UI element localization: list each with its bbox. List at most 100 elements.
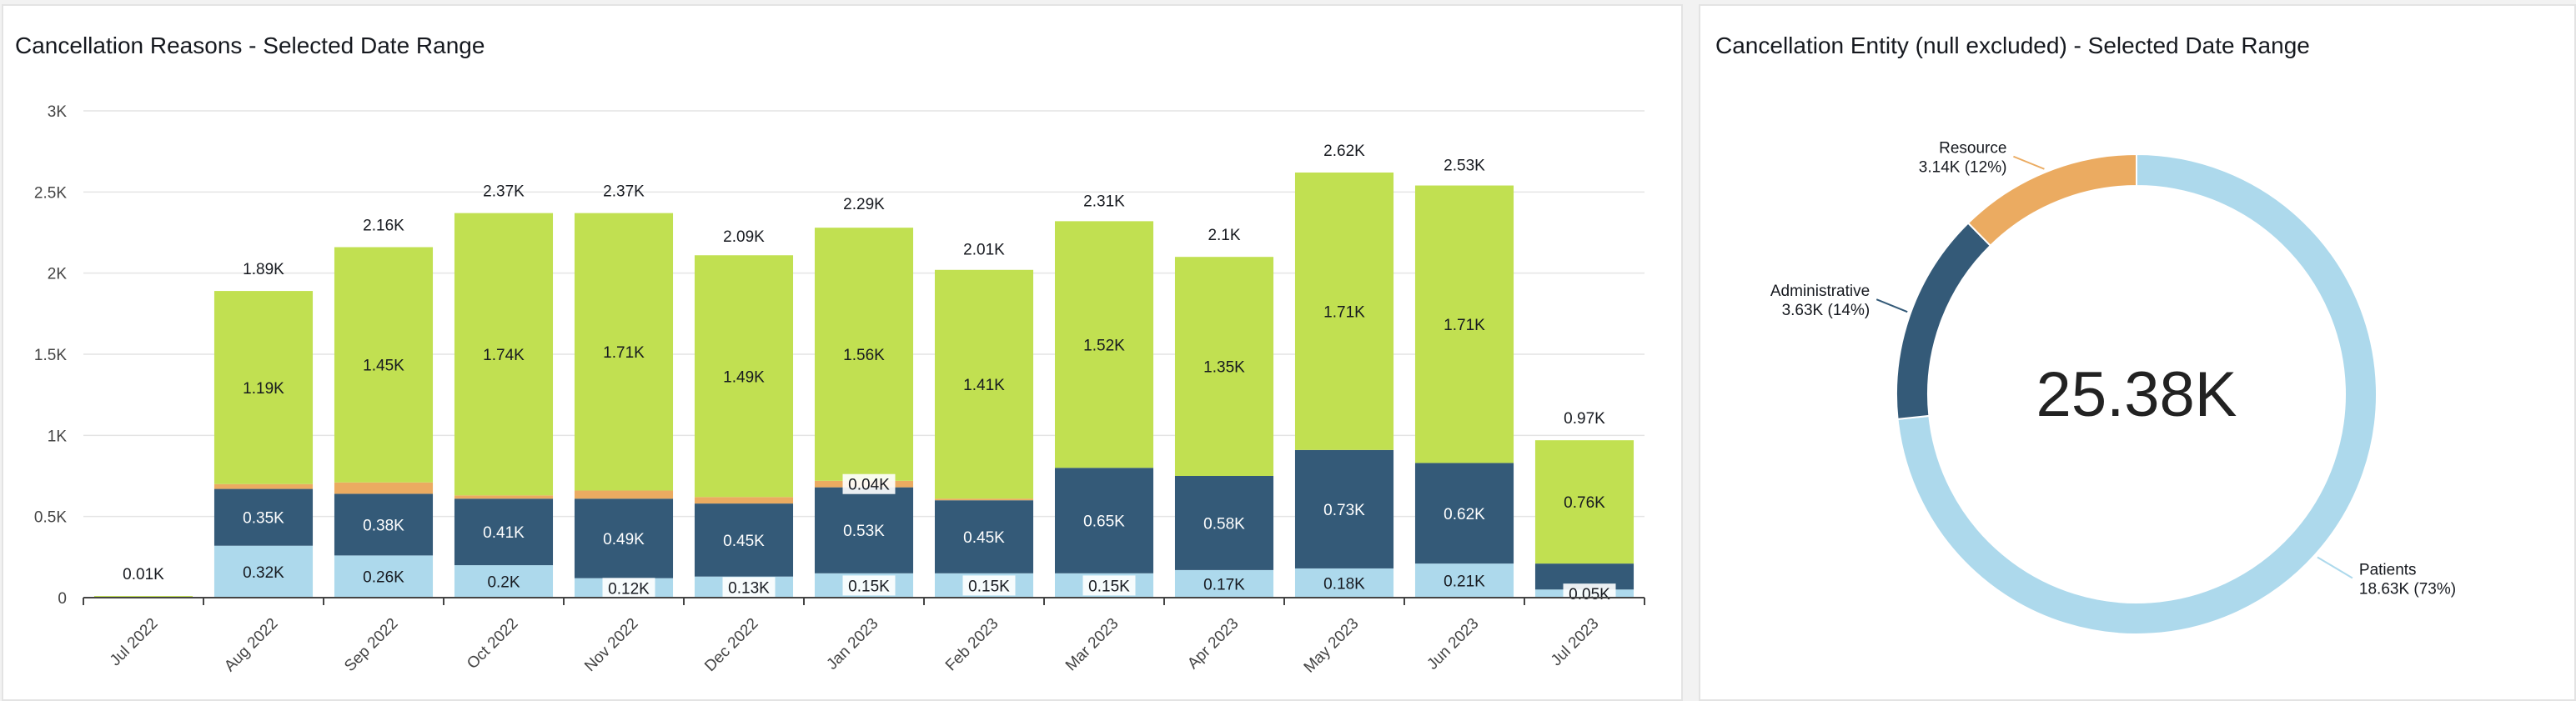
bar-total-label: 2.1K [1208, 227, 1240, 244]
y-tick-label: 3K [48, 103, 68, 121]
slice-label-name: Patients [2359, 561, 2417, 578]
leader-line [2013, 155, 2045, 170]
bar-total-label: 2.37K [603, 183, 645, 201]
bar-segment [1294, 449, 1394, 568]
bar-segment [694, 255, 794, 498]
bar-total-label: 2.37K [483, 183, 525, 201]
bar-chart-title: Cancellation Reasons - Selected Date Ran… [15, 33, 485, 58]
data-label: 0.41K [483, 524, 525, 542]
bar-segment [454, 565, 554, 598]
bar-segment [694, 503, 794, 577]
bar-segment [1294, 568, 1394, 598]
x-tick-label: Aug 2022 [221, 615, 281, 675]
bar-segment [1414, 463, 1514, 564]
bar-segment [454, 498, 554, 566]
bar-total-label: 0.97K [1564, 410, 1605, 428]
bar-segment [334, 247, 434, 483]
bar-segment [1054, 468, 1154, 573]
data-label: 1.56K [843, 347, 885, 364]
donut-center-total: 25.38K [2036, 359, 2237, 430]
bar-total-label: 2.09K [723, 228, 765, 246]
data-label: 0.35K [243, 510, 284, 528]
bar-segment [1414, 185, 1514, 463]
x-tick-label: Dec 2022 [701, 615, 761, 675]
bar-segment [334, 493, 434, 556]
bar-segment [934, 500, 1034, 573]
bar-total-label: 2.16K [363, 218, 404, 235]
x-tick-label: Jul 2022 [107, 615, 162, 670]
data-label-bg [722, 577, 776, 598]
data-label: 0.17K [1203, 576, 1245, 593]
bar-total-label: 2.01K [963, 242, 1005, 259]
leader-line [2317, 556, 2353, 579]
data-label: 0.58K [1203, 515, 1245, 533]
bar-segment [1534, 440, 1634, 564]
bar-segment [574, 490, 674, 499]
x-tick-label: Jul 2023 [1548, 615, 1603, 670]
bar-total-label: 2.62K [1323, 143, 1365, 160]
bar-segment [1294, 172, 1394, 450]
slice-label-value: 18.63K (73%) [2359, 580, 2456, 598]
data-label: 1.74K [483, 347, 525, 364]
data-label-bg [962, 575, 1016, 596]
bar-segment [1054, 221, 1154, 468]
x-tick-label: Oct 2022 [464, 615, 521, 673]
bar-segment [574, 213, 674, 491]
data-label-bg [842, 575, 896, 596]
bar-total-label: 2.53K [1444, 157, 1485, 174]
data-label: 0.45K [723, 533, 765, 550]
data-label-bg [842, 473, 896, 494]
bar-segment [454, 495, 554, 499]
bar-segment [694, 497, 794, 504]
bar-segment [334, 482, 434, 494]
data-label: 0.73K [1323, 502, 1365, 519]
bar-segment [814, 228, 914, 481]
data-label: 1.71K [1444, 317, 1485, 334]
data-label: 0.13K [728, 579, 770, 597]
data-label: 0.2K [487, 574, 520, 592]
bar-chart: 0 0.5K 1K 1.5K 2K 2.5K 3K 0.01K Jul 2022 0.32K 0.3… [34, 103, 1645, 677]
data-label: 1.45K [363, 358, 404, 375]
x-tick-label: Jan 2023 [823, 615, 881, 673]
bar-segment [213, 291, 314, 484]
x-tick-label: Sep 2022 [341, 615, 401, 675]
data-label: 0.26K [363, 569, 404, 587]
bar-segment [934, 269, 1034, 499]
bar-total-label: 2.31K [1083, 193, 1125, 210]
bar-segment [213, 488, 314, 546]
data-label: 0.15K [968, 578, 1010, 595]
y-tick-label: 1K [48, 428, 68, 445]
data-label: 0.38K [363, 517, 404, 534]
bar-segment [454, 213, 554, 496]
data-label: 0.15K [1088, 578, 1130, 595]
donut-chart-title: Cancellation Entity (null excluded) - Se… [1715, 33, 2310, 58]
bar-total-label: 2.29K [843, 196, 885, 213]
data-label: 0.76K [1564, 494, 1605, 512]
slice-label-value: 3.14K (12%) [1919, 159, 2007, 177]
x-tick-label: Jun 2023 [1424, 615, 1482, 673]
bar-total-label: 1.89K [243, 261, 284, 278]
bar-total-label: 0.01K [123, 566, 164, 583]
data-label: 0.12K [608, 580, 650, 598]
data-label: 0.53K [843, 523, 885, 540]
bar-segment [334, 555, 434, 598]
bar-segment [1174, 569, 1274, 598]
y-tick-label: 2K [48, 266, 68, 283]
donut-chart: Patients 18.63K (73%) Administrative 3.63K … [1770, 140, 2456, 635]
data-label: 1.71K [1323, 303, 1365, 321]
donut-slice [1896, 222, 1992, 420]
x-tick-label: Nov 2022 [581, 615, 641, 675]
donut-slice [1966, 153, 2137, 248]
y-tick-label: 2.5K [34, 184, 67, 202]
x-tick-label: May 2023 [1301, 615, 1363, 677]
data-label: 0.21K [1444, 573, 1485, 591]
leader-line [1876, 298, 1908, 313]
bar-segment [213, 545, 314, 598]
slice-label-value: 3.63K (14%) [1782, 302, 1870, 319]
data-label: 0.05K [1569, 586, 1610, 603]
x-tick-label: Apr 2023 [1184, 615, 1242, 673]
x-tick-label: Mar 2023 [1062, 615, 1122, 675]
donut-slice [1896, 153, 2378, 635]
data-label: 0.65K [1083, 513, 1125, 531]
bar-segment [814, 487, 914, 573]
